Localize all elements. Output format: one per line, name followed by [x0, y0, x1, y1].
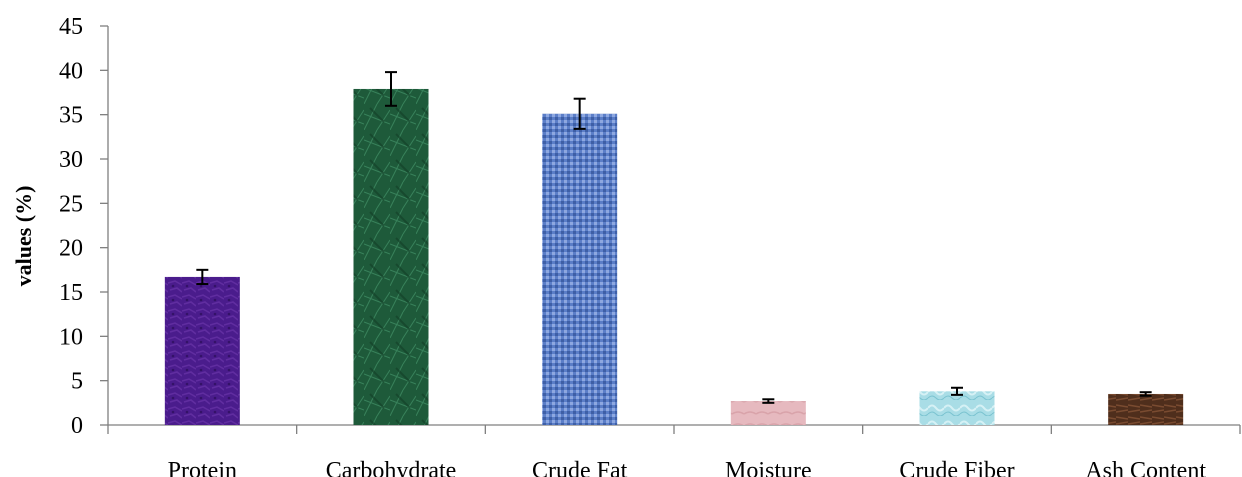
bar-protein — [164, 276, 240, 425]
bars — [164, 88, 1184, 425]
x-tick-label: Carbohydrate — [326, 458, 457, 477]
y-axis-title: values (%) — [11, 186, 36, 287]
x-tick-label: Ash Content — [1085, 458, 1206, 477]
y-tick-label: 0 — [71, 413, 83, 439]
error-bar — [762, 398, 775, 404]
bar-moisture — [730, 401, 806, 425]
y-tick-label: 15 — [59, 280, 83, 306]
y-axis: 0 5 10 15 20 25 30 35 40 45 — [59, 14, 109, 439]
bar-ash-content — [1108, 393, 1184, 425]
y-tick-label: 5 — [71, 369, 83, 395]
error-bar — [1139, 391, 1152, 397]
bar-crude-fiber — [919, 391, 995, 425]
x-tick-labels: Protein Carbohydrate Crude Fat Moisture Crud… — [168, 458, 1207, 477]
error-bar — [385, 71, 397, 107]
y-tick-label: 40 — [59, 58, 83, 84]
error-bar — [196, 268, 209, 286]
error-bar — [951, 386, 963, 396]
y-tick-label: 25 — [59, 191, 83, 217]
y-tick-label: 45 — [59, 14, 83, 40]
x-tick-label: Crude Fat — [532, 458, 628, 477]
x-tick-label: Protein — [168, 458, 237, 477]
y-tick-label: 20 — [59, 236, 83, 262]
x-tick-label: Moisture — [725, 458, 812, 477]
x-axis — [107, 424, 1241, 434]
bar-carbohydrate — [353, 88, 429, 425]
error-bars — [196, 71, 1152, 404]
bar-crude-fat — [542, 113, 618, 425]
error-bar — [573, 97, 586, 130]
x-tick-label: Crude Fiber — [899, 458, 1014, 477]
y-tick-label: 30 — [59, 147, 83, 173]
y-tick-label: 10 — [59, 324, 83, 350]
y-tick-label: 35 — [59, 103, 83, 129]
